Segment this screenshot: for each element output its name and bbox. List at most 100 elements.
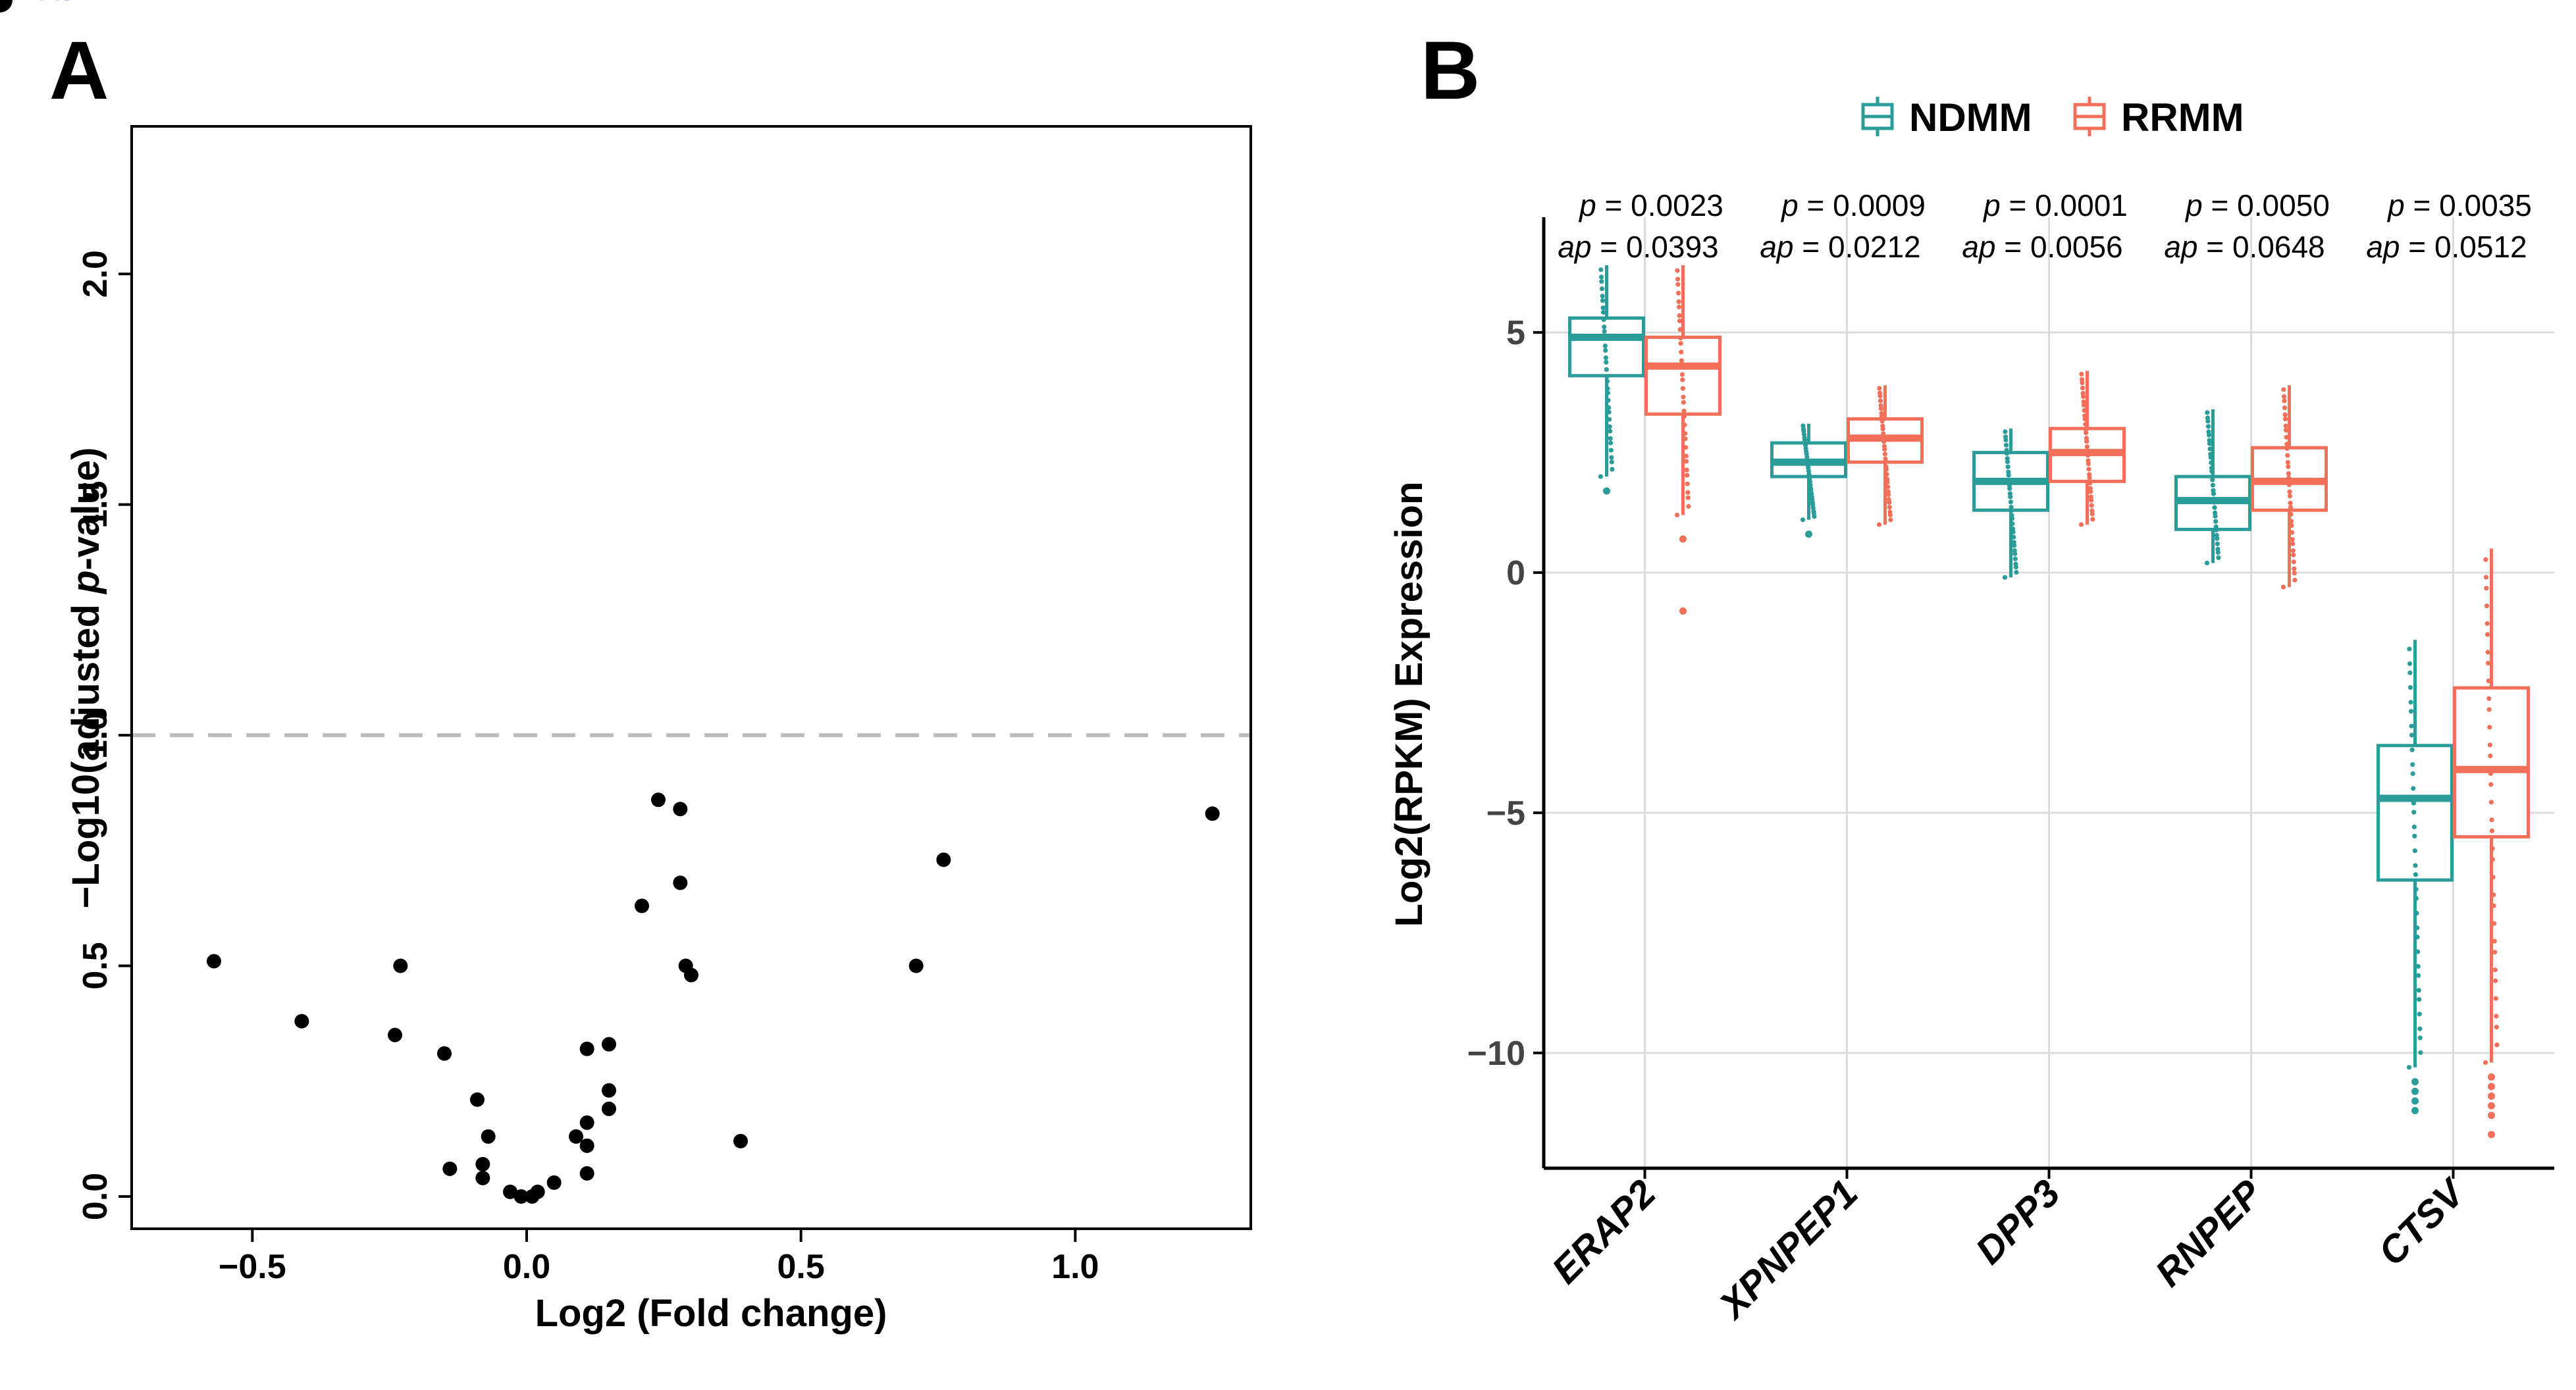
sample-dot [1883, 459, 1888, 465]
sample-dot [2209, 460, 2214, 465]
ap-value-text: = 0.0212 [1794, 230, 1921, 264]
sample-dot [1680, 386, 1685, 391]
outlier-point [2411, 1087, 2419, 1095]
sample-dot [2490, 875, 2496, 880]
sample-dot [2290, 541, 2296, 546]
data-point [475, 1170, 490, 1185]
sample-dot [1681, 394, 1686, 399]
sample-dot [2290, 548, 2296, 553]
p-value-ctsv: p = 0.0035 [2386, 188, 2532, 222]
sample-dot [2415, 964, 2421, 969]
outlier-point [2411, 1078, 2419, 1086]
legend-item-ndmm: NDMM [1861, 95, 2032, 140]
sample-dot [2211, 500, 2217, 505]
sample-dot [2489, 817, 2494, 823]
sample-dot [1676, 299, 1681, 304]
sample-dot [1675, 268, 1680, 273]
sample-dot [2282, 417, 2288, 422]
gene-label-dpp3: DPP3 [0, 0, 76, 7]
sample-dot [2013, 565, 2018, 570]
sample-dot [1598, 274, 1604, 280]
sample-dot [1609, 455, 1614, 460]
sample-dot [1606, 405, 1612, 410]
volcano-plot: DPP3XPNPEP1ERAP2CTSVRNPEP −0.50.00.51.0 … [0, 0, 1252, 1335]
sample-dot [1802, 442, 1808, 448]
outlier-point [2488, 1073, 2495, 1081]
legend-label: NDMM [1909, 95, 2032, 140]
boxplot-chart: −10 −5 0 5 ERAP2 XPNPEP1 DPP3 RNPEP CTSV p = 0.… [1388, 95, 2554, 1328]
sample-dot [2411, 800, 2416, 806]
sample-dot [2484, 586, 2489, 591]
sample-dot [2086, 461, 2091, 467]
sample-dot [2215, 550, 2221, 555]
x-axis-label: Log2 (Fold change) [535, 1292, 887, 1335]
sample-dot [2285, 459, 2290, 465]
gene-label-xpnpep1: XPNPEP1 [0, 0, 134, 7]
sample-dot [1600, 298, 1606, 303]
sample-dot [2284, 446, 2290, 451]
sample-dot [2003, 429, 2008, 434]
outlier-point [2488, 1093, 2495, 1100]
sample-dot [1681, 408, 1687, 414]
box-rrmm-erap2 [1644, 265, 1722, 615]
sample-dot [1878, 398, 1883, 403]
data-point [908, 958, 924, 973]
y-tick-label: 5 [1506, 314, 1525, 352]
sample-dot [2089, 503, 2094, 508]
sample-dot [1675, 276, 1681, 282]
sample-dot [1685, 495, 1691, 500]
sample-dot [2289, 519, 2294, 524]
y-tick-label: 1.5 [76, 481, 115, 528]
sample-dot [2008, 494, 2013, 500]
legend-label: RRMM [2121, 95, 2244, 140]
sample-dot [2281, 387, 2286, 392]
sample-dot [2409, 733, 2415, 738]
sample-dot [2417, 1035, 2423, 1041]
sample-dot [1882, 446, 1887, 452]
sample-dot [2485, 661, 2491, 666]
data-point [546, 1175, 562, 1190]
sample-dot [1878, 394, 1883, 399]
sample-dot [1606, 398, 1611, 403]
sample-dot [1604, 367, 1609, 373]
y-tick-label: −10 [1467, 1035, 1525, 1073]
sample-dot [2205, 410, 2210, 415]
p-value-text: = 0.0009 [1799, 188, 1926, 222]
p-value-xpnpep1: p = 0.0009 [1780, 188, 1926, 222]
y-axis-label: −Log10(adjusted p-value) [65, 448, 107, 909]
sample-dot [1811, 511, 1816, 516]
sample-dot [2409, 747, 2415, 752]
data-point [602, 1101, 616, 1116]
sample-dot [1610, 467, 1615, 472]
sample-dot [1602, 344, 1608, 349]
sample-dot [1885, 484, 1891, 490]
sample-dot [2412, 848, 2417, 854]
sample-dot [2281, 394, 2287, 399]
sample-dot [1677, 327, 1683, 332]
sample-dot [1606, 409, 1612, 415]
sample-dot [2488, 753, 2493, 759]
sample-dot [2494, 1025, 2499, 1030]
sample-dot [1679, 363, 1685, 369]
sample-dot [2208, 455, 2213, 460]
data-point [569, 1129, 583, 1144]
sample-dot [2081, 402, 2087, 408]
data-point [442, 1161, 458, 1176]
sample-dot [1887, 512, 1893, 518]
sample-dot [1682, 422, 1687, 428]
sample-dot [2408, 709, 2414, 714]
gene-label-erap2: ERAP2 [0, 0, 97, 7]
sample-dot [1600, 309, 1606, 315]
sample-dot [2004, 451, 2010, 456]
data-point [579, 1041, 594, 1056]
ap-symbol: ap [2366, 230, 2400, 264]
sample-dot [1887, 505, 1892, 510]
sample-dot [2209, 469, 2215, 474]
sample-dot [2003, 442, 2009, 448]
outlier-point [2488, 1131, 2495, 1139]
x-tick-label: 0.5 [777, 1248, 825, 1286]
ap-value-text: = 0.0393 [1592, 230, 1719, 264]
sample-dot [2494, 1042, 2500, 1048]
sample-dot [2089, 498, 2094, 503]
sample-dot [2490, 857, 2495, 862]
